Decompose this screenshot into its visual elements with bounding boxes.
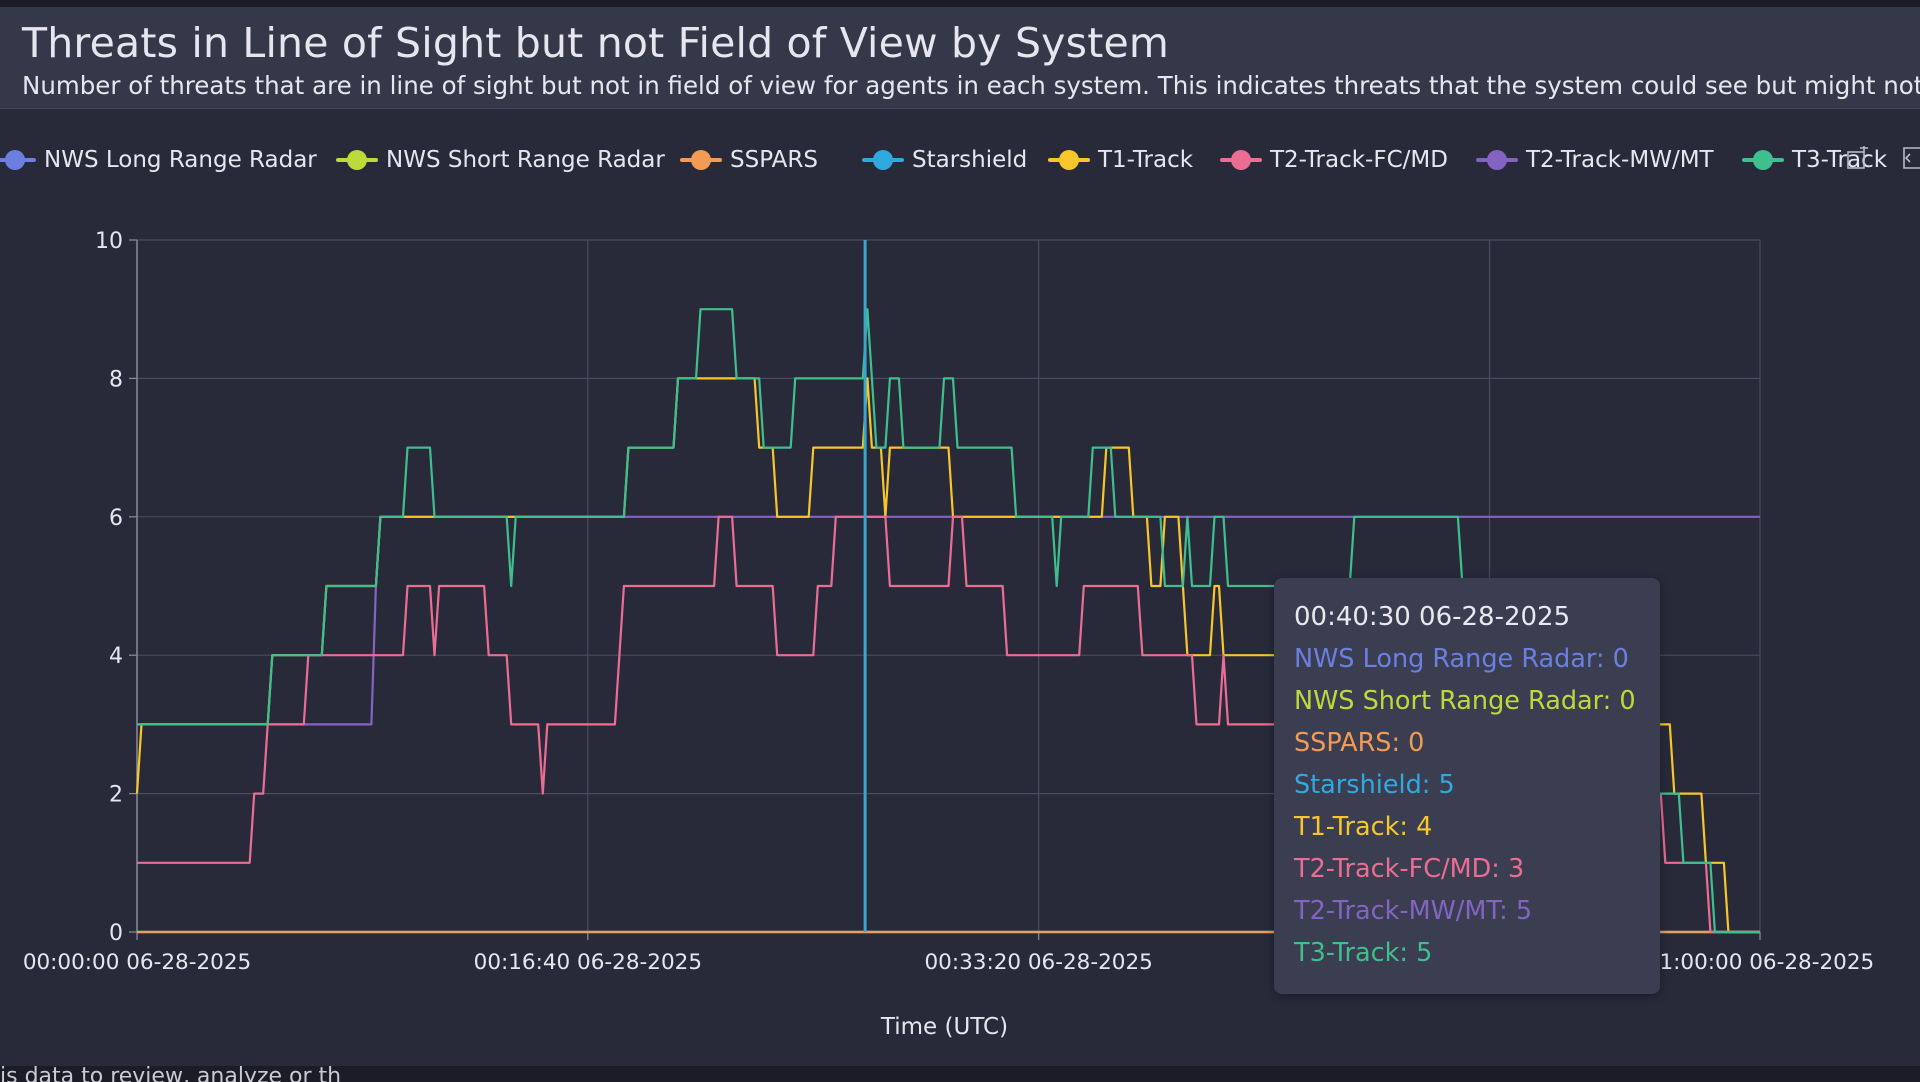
legend-item-sspars[interactable]: SSPARS xyxy=(680,140,818,180)
y-tick-label: 8 xyxy=(109,367,123,392)
legend-swatch xyxy=(336,146,378,174)
tooltip-row: NWS Short Range Radar: 0 xyxy=(1294,686,1636,716)
legend-label: NWS Long Range Radar xyxy=(44,147,317,173)
tooltip-row: T1-Track: 4 xyxy=(1294,812,1433,842)
legend-swatch xyxy=(680,146,722,174)
zoom-select-icon[interactable] xyxy=(1846,146,1870,170)
legend-label: T3-Track xyxy=(1792,147,1888,173)
tooltip-row: T2-Track-MW/MT: 5 xyxy=(1294,896,1533,926)
legend-label: SSPARS xyxy=(730,147,818,173)
legend-swatch xyxy=(0,146,36,174)
legend-item-t2-track-fc-md[interactable]: T2-Track-FC/MD xyxy=(1220,140,1448,180)
y-tick-label: 4 xyxy=(109,644,123,669)
y-tick-label: 2 xyxy=(109,783,123,808)
legend-item-t3-track[interactable]: T3-Track xyxy=(1742,140,1887,180)
footer-strip: is data to review, analyze or th xyxy=(0,1066,1920,1082)
legend-item-t2-track-mw-mt[interactable]: T2-Track-MW/MT xyxy=(1476,140,1714,180)
tooltip-row: Starshield: 5 xyxy=(1294,770,1455,800)
legend-swatch xyxy=(1476,146,1518,174)
tooltip-row: T3-Track: 5 xyxy=(1294,938,1433,968)
chart-subtitle: Number of threats that are in line of si… xyxy=(22,71,1920,100)
legend-swatch xyxy=(862,146,904,174)
legend-item-nws-long-range-radar[interactable]: NWS Long Range Radar xyxy=(0,140,317,180)
y-tick-label: 0 xyxy=(109,921,123,946)
x-tick-label: 00:33:20 06-28-2025 xyxy=(924,950,1152,975)
tooltip: 00:40:30 06-28-2025 NWS Long Range Radar… xyxy=(1274,578,1660,994)
chart-title: Threats in Line of Sight but not Field o… xyxy=(22,19,1170,67)
legend-item-starshield[interactable]: Starshield xyxy=(862,140,1027,180)
footer-text: is data to review, analyze or th xyxy=(0,1066,342,1082)
series-line-t3-track xyxy=(137,308,1760,934)
legend-label: Starshield xyxy=(912,147,1028,173)
tooltip-row: SSPARS: 0 xyxy=(1294,728,1425,758)
tooltip-time: 00:40:30 06-28-2025 xyxy=(1294,602,1571,632)
x-tick-label: 00:16:40 06-28-2025 xyxy=(474,950,702,975)
legend-swatch xyxy=(1220,146,1262,174)
legend-item-nws-short-range-radar[interactable]: NWS Short Range Radar xyxy=(336,140,665,180)
legend-label: T2-Track-FC/MD xyxy=(1270,147,1448,173)
x-axis-label: Time (UTC) xyxy=(880,1014,1008,1040)
legend-swatch xyxy=(1048,146,1090,174)
zoom-back-icon[interactable] xyxy=(1900,146,1920,170)
chart-header: Threats in Line of Sight but not Field o… xyxy=(0,7,1920,109)
legend-label: T1-Track xyxy=(1098,147,1194,173)
chart-legend: NWS Long Range Radar NWS Short Range Rada… xyxy=(0,140,1920,180)
y-tick-label: 10 xyxy=(95,229,123,254)
tooltip-row: T2-Track-FC/MD: 3 xyxy=(1294,854,1525,884)
x-tick-label: 01:00:00 06-28-2025 xyxy=(1646,950,1874,975)
legend-label: NWS Short Range Radar xyxy=(386,147,665,173)
y-tick-label: 6 xyxy=(109,506,123,531)
legend-label: T2-Track-MW/MT xyxy=(1526,147,1714,173)
x-tick-label: 00:00:00 06-28-2025 xyxy=(23,950,251,975)
legend-swatch xyxy=(1742,146,1784,174)
series-line-t2-track-fc-md xyxy=(137,515,1760,934)
top-strip xyxy=(0,0,1920,7)
legend-item-t1-track[interactable]: T1-Track xyxy=(1048,140,1193,180)
tooltip-row: NWS Long Range Radar: 0 xyxy=(1294,644,1629,674)
